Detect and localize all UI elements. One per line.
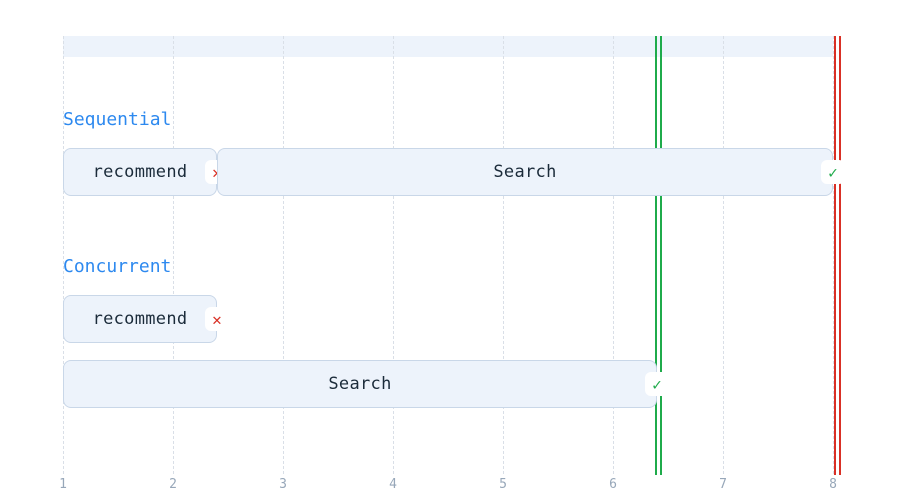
- axis-tick-label: 6: [609, 477, 617, 492]
- task-label: Search: [328, 374, 391, 394]
- gridline: [613, 36, 614, 474]
- gridline: [63, 36, 64, 474]
- x-icon: ✕: [205, 307, 229, 331]
- check-icon: ✓: [821, 160, 845, 184]
- section-label-concurrent: Concurrent: [63, 256, 171, 277]
- task-label: recommend: [93, 309, 188, 329]
- gridline: [503, 36, 504, 474]
- axis-tick-label: 5: [499, 477, 507, 492]
- check-icon: ✓: [645, 372, 669, 396]
- task-con-search: Search: [63, 360, 657, 408]
- axis-tick-label: 7: [719, 477, 727, 492]
- grid: [63, 36, 833, 504]
- task-seq-search: Search: [217, 148, 833, 196]
- gridline: [723, 36, 724, 474]
- task-label: Search: [493, 162, 556, 182]
- task-seq-recommend: recommend: [63, 148, 217, 196]
- timeline-diagram: Sequential Concurrent 1 2 3 4 5 6 7 8 recommend ✕…: [0, 0, 898, 504]
- gridline: [173, 36, 174, 474]
- section-label-sequential: Sequential: [63, 109, 171, 130]
- gridline: [283, 36, 284, 474]
- axis-tick-label: 8: [829, 477, 837, 492]
- task-label: recommend: [93, 162, 188, 182]
- axis-tick-label: 3: [279, 477, 287, 492]
- axis-tick-label: 1: [59, 477, 67, 492]
- gridline: [393, 36, 394, 474]
- task-con-recommend: recommend: [63, 295, 217, 343]
- axis-tick-label: 4: [389, 477, 397, 492]
- axis-tick-label: 2: [169, 477, 177, 492]
